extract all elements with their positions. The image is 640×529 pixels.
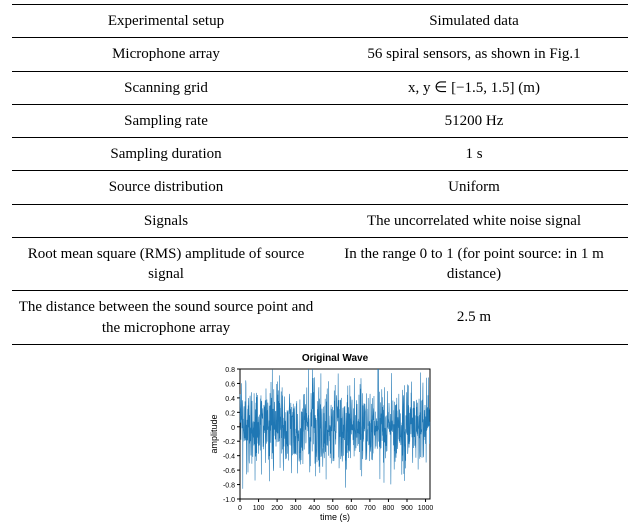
table-row: Root mean square (RMS) amplitude of sour… <box>12 237 628 291</box>
param-label: Source distribution <box>12 171 320 204</box>
param-value: In the range 0 to 1 (for point source: i… <box>320 237 628 291</box>
param-value: Simulated data <box>320 5 628 38</box>
chart-title: Original Wave <box>302 353 369 364</box>
ytick-label: -0.6 <box>223 468 235 475</box>
xtick-label: 100 <box>253 505 265 512</box>
param-value: The uncorrelated white noise signal <box>320 204 628 237</box>
param-label: Microphone array <box>12 38 320 71</box>
param-value: 1 s <box>320 138 628 171</box>
param-label: Sampling duration <box>12 138 320 171</box>
table-row: SignalsThe uncorrelated white noise sign… <box>12 204 628 237</box>
ytick-label: 0.8 <box>225 367 235 374</box>
ytick-label: -1.0 <box>223 497 235 504</box>
xtick-label: 1000 <box>418 505 434 512</box>
table-row: Sampling duration1 s <box>12 138 628 171</box>
parameter-table: Experimental setupSimulated dataMicropho… <box>12 4 628 345</box>
param-label: Scanning grid <box>12 71 320 104</box>
param-label: Experimental setup <box>12 5 320 38</box>
ytick-label: -0.2 <box>223 439 235 446</box>
xtick-label: 300 <box>290 505 302 512</box>
wave-chart-container: Original Wave 0 100 200 300 400 500 600 700 800 90… <box>12 349 628 529</box>
xtick-label: 900 <box>401 505 413 512</box>
param-value: x, y ∈ [−1.5, 1.5] (m) <box>320 71 628 104</box>
table-row: Microphone array56 spiral sensors, as sh… <box>12 38 628 71</box>
ytick-label: -0.8 <box>223 482 235 489</box>
param-label: Root mean square (RMS) amplitude of sour… <box>12 237 320 291</box>
xtick-label: 400 <box>308 505 320 512</box>
x-axis-label: time (s) <box>320 512 350 522</box>
xtick-label: 0 <box>238 505 242 512</box>
xtick-label: 800 <box>383 505 395 512</box>
table-row: Scanning gridx, y ∈ [−1.5, 1.5] (m) <box>12 71 628 104</box>
y-axis-label: amplitude <box>209 414 219 453</box>
table-row: Source distributionUniform <box>12 171 628 204</box>
table-row: Sampling rate51200 Hz <box>12 104 628 137</box>
xtick-label: 700 <box>364 505 376 512</box>
param-label: Signals <box>12 204 320 237</box>
param-label: The distance between the sound source po… <box>12 291 320 345</box>
ytick-label: 0 <box>231 425 235 432</box>
ytick-label: 0.6 <box>225 381 235 388</box>
param-value: Uniform <box>320 171 628 204</box>
wave-chart: Original Wave 0 100 200 300 400 500 600 700 800 90… <box>205 349 435 524</box>
param-value: 56 spiral sensors, as shown in Fig.1 <box>320 38 628 71</box>
table-row: The distance between the sound source po… <box>12 291 628 345</box>
xtick-label: 600 <box>345 505 357 512</box>
ytick-label: -0.4 <box>223 453 235 460</box>
param-value: 2.5 m <box>320 291 628 345</box>
xtick-label: 500 <box>327 505 339 512</box>
param-label: Sampling rate <box>12 104 320 137</box>
ytick-label: 0.4 <box>225 396 235 403</box>
param-value: 51200 Hz <box>320 104 628 137</box>
ytick-label: 0.2 <box>225 410 235 417</box>
table-row: Experimental setupSimulated data <box>12 5 628 38</box>
xtick-label: 200 <box>271 505 283 512</box>
